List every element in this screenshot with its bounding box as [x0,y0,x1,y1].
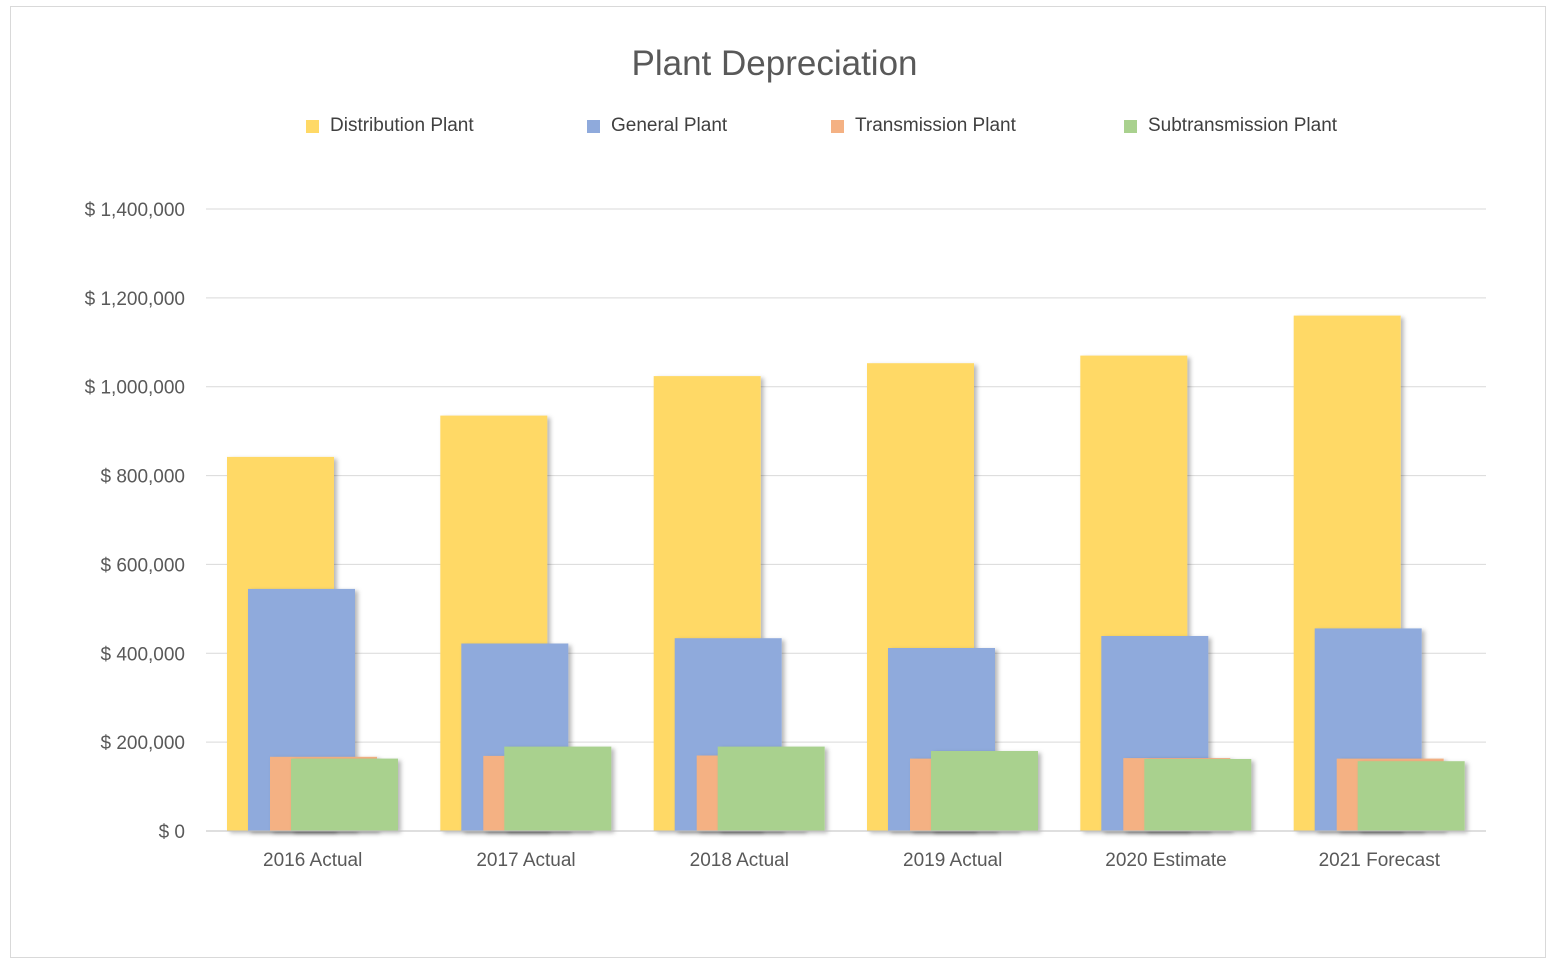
bar-subtransmission [1357,761,1465,831]
chart-legend: Distribution Plant General Plant Transmi… [0,115,1549,139]
bar-subtransmission [291,758,398,831]
x-tick-label: 2017 Actual [476,850,575,871]
legend-label-subtransmission: Subtransmission Plant [1148,115,1338,136]
y-tick-label: $ 1,200,000 [85,289,185,310]
x-tick-label: 2018 Actual [690,850,789,871]
legend-swatch-distribution [306,119,319,133]
bars [227,315,1465,832]
bar-subtransmission [931,751,1038,831]
legend-item-transmission: Transmission Plant [831,115,1016,137]
y-tick-label: $ 1,000,000 [85,378,185,399]
y-tick-label: $ 1,400,000 [85,200,185,221]
bar-subtransmission [504,746,612,831]
bar-subtransmission [1144,759,1252,831]
legend-swatch-transmission [831,119,844,133]
bar-subtransmission [717,746,825,831]
y-axis-labels: $ 0 $ 200,000 $ 400,000 $ 600,000 $ 800,000 $… [85,200,185,843]
x-tick-label: 2020 Estimate [1105,850,1226,871]
y-tick-label: $ 600,000 [100,555,185,576]
x-axis-labels: 2016 Actual 2017 Actual 2018 Actual 2019 Ac… [263,850,1441,871]
x-tick-label: 2016 Actual [263,850,362,871]
legend-label-general: General Plant [611,115,728,136]
x-tick-label: 2021 Forecast [1319,850,1441,871]
y-tick-label: $ 400,000 [100,644,185,665]
legend-label-transmission: Transmission Plant [855,115,1016,136]
chart-title: Plant Depreciation [631,44,918,83]
legend-item-distribution: Distribution Plant [306,115,474,137]
x-tick-label: 2019 Actual [903,850,1002,871]
y-tick-label: $ 0 [159,822,185,843]
legend-label-distribution: Distribution Plant [330,115,474,136]
legend-swatch-subtransmission [1124,119,1137,133]
y-tick-label: $ 200,000 [100,733,185,754]
y-tick-label: $ 800,000 [100,467,185,488]
legend-item-subtransmission: Subtransmission Plant [1124,115,1337,137]
legend-swatch-general [587,119,600,133]
legend-item-general: General Plant [587,115,727,137]
